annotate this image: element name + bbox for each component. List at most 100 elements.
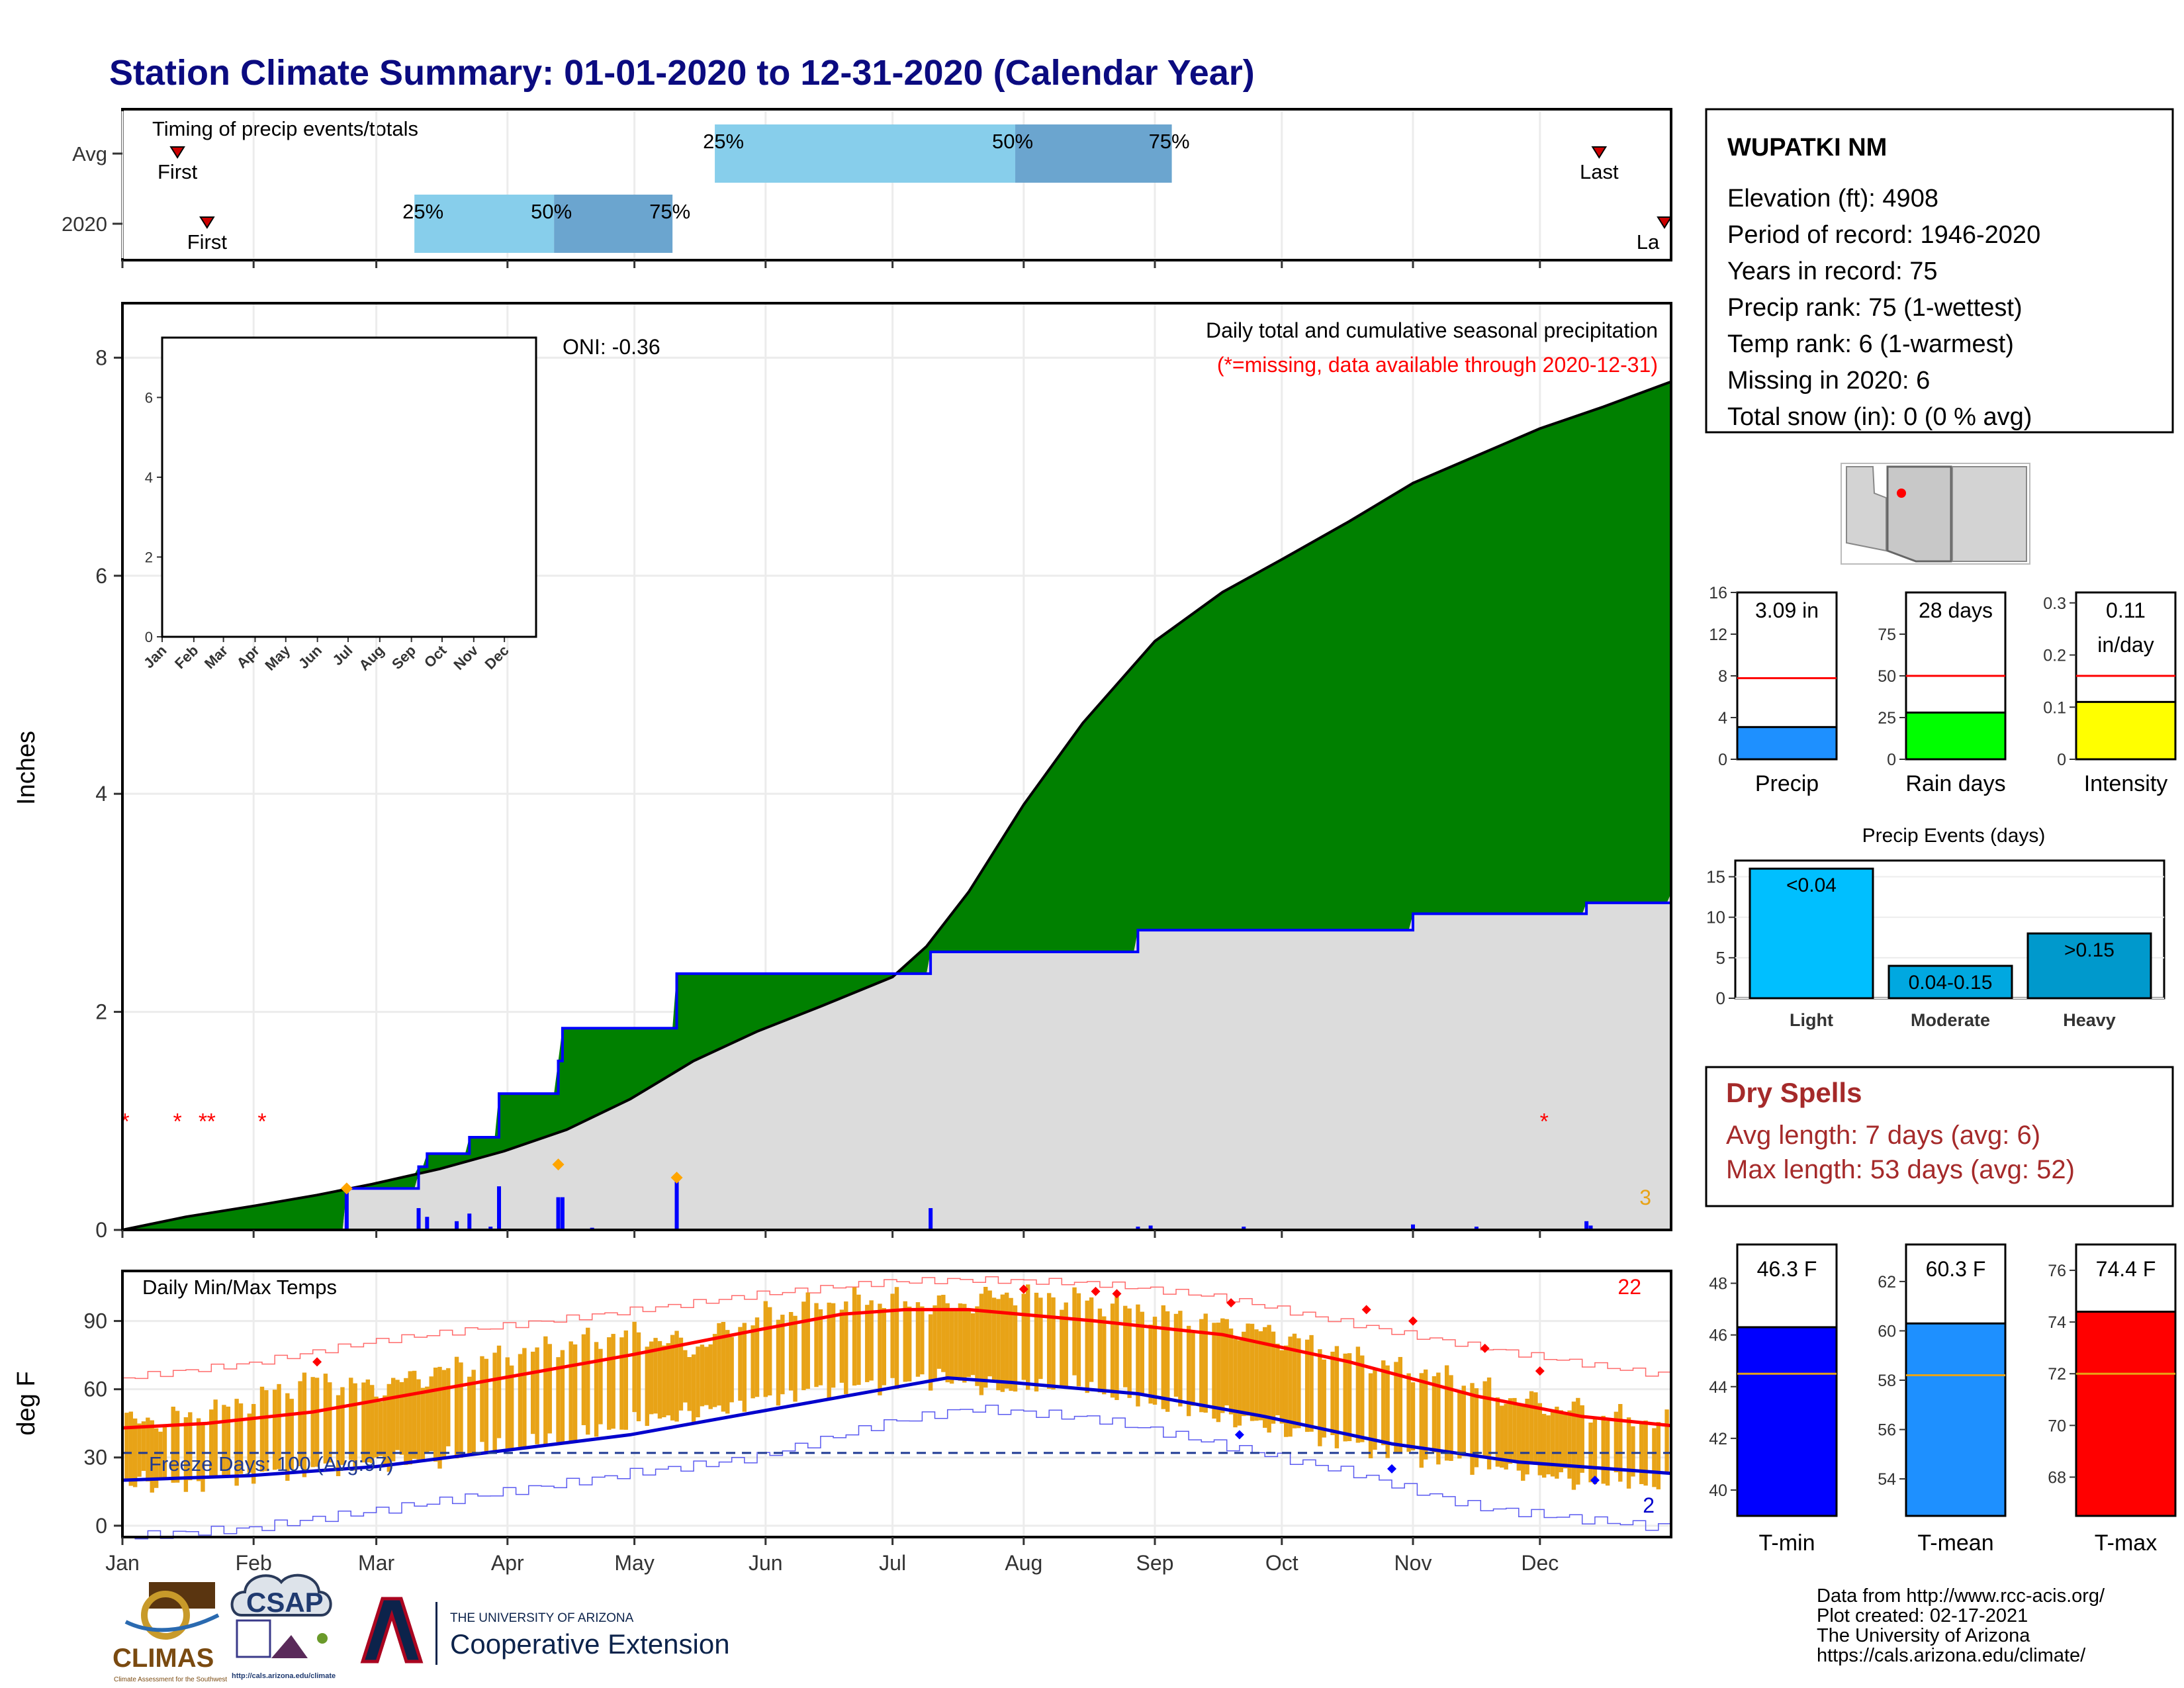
daily-temp-bar (441, 1370, 447, 1459)
daily-temp-bar (941, 1295, 946, 1372)
daily-temp-bar (751, 1325, 755, 1399)
ua-logo-main: Cooperative Extension (450, 1628, 730, 1660)
daily-temp-bar (962, 1303, 967, 1383)
daily-temp-bar (738, 1327, 743, 1401)
credit-line-4: https://cals.arizona.edu/climate/ (1817, 1645, 2086, 1666)
csap-cloud (230, 1573, 332, 1617)
temp-gauge-label: T-max (2095, 1530, 2157, 1556)
daily-temp-bar (535, 1347, 539, 1444)
daily-temp-bar (1406, 1373, 1411, 1452)
gauge-label: Intensity (2084, 771, 2168, 796)
gauge-value-bar (1736, 726, 1838, 761)
record-high-marker (1226, 1298, 1236, 1308)
temp-gauge-y-tick-label: 48 (1709, 1275, 1727, 1293)
daily-temp-bar (717, 1323, 721, 1406)
daily-temp-bar (137, 1423, 142, 1477)
temp-gauge-y-tick-label: 46 (1709, 1327, 1727, 1345)
csap-logo[interactable]: CSAP http://cals.arizona.edu/climate (230, 1573, 336, 1680)
heavy-event-diamond (670, 1171, 683, 1184)
daily-temp-bar (1148, 1325, 1153, 1404)
daily-temp-bar (1525, 1398, 1529, 1475)
daily-temp-bar (234, 1399, 239, 1486)
events-bar-label: >0.15 (2064, 939, 2115, 961)
climas-logo[interactable]: CLIMAS Climate Assessment for the Southw… (113, 1582, 227, 1683)
precip-y-tick-label: 4 (95, 782, 107, 806)
record-high-marker (1112, 1289, 1122, 1299)
daily-temp-bar (518, 1354, 523, 1447)
daily-temp-bar (560, 1350, 565, 1442)
daily-temp-bar (365, 1379, 371, 1463)
daily-temp-bar (404, 1378, 408, 1466)
daily-temp-bar (492, 1352, 497, 1451)
timing-pct-25: 25% (402, 200, 443, 223)
daily-temp-bar (298, 1381, 302, 1467)
daily-temp-bar (370, 1385, 375, 1464)
temp-gauge-y-tick-label: 62 (1878, 1273, 1896, 1291)
events-category-label: Light (1790, 1010, 1833, 1030)
dry-spells-title: Dry Spells (1726, 1077, 1862, 1108)
map-neighbor-state (1846, 466, 1887, 552)
daily-temp-bar (729, 1336, 734, 1403)
university-of-arizona-logo[interactable]: THE UNIVERSITY OF ARIZONA Cooperative Ex… (360, 1597, 730, 1665)
timing-title: Timing of precip events/totals (152, 117, 418, 140)
daily-temp-bar (416, 1379, 421, 1460)
daily-temp-bar (949, 1309, 954, 1384)
daily-temp-bar (683, 1350, 688, 1403)
heavy-event-diamond (552, 1158, 565, 1171)
events-title: Precip Events (days) (1862, 825, 2046, 847)
daily-temp-bar (1110, 1303, 1115, 1398)
daily-temp-bar (572, 1344, 578, 1442)
events-y-tick-label: 15 (1706, 867, 1725, 886)
timing-pct-75: 75% (649, 200, 690, 223)
daily-temp-bar (543, 1336, 548, 1446)
daily-temp-bar (1652, 1428, 1657, 1487)
daily-temp-bar (975, 1306, 979, 1386)
precip-subtitle: (*=missing, data available through 2020-… (1217, 353, 1658, 377)
record-high-marker (1019, 1284, 1028, 1294)
daily-temp-bar (674, 1331, 679, 1422)
gauge-y-tick-label: 12 (1709, 626, 1727, 644)
record-high-marker (1535, 1366, 1545, 1376)
daily-temp-bar (1186, 1325, 1191, 1417)
daily-temp-bar (162, 1424, 167, 1479)
daily-temp-bar (349, 1378, 353, 1460)
precip-y-tick-label: 8 (95, 346, 107, 369)
missing-data-marker: * (1540, 1109, 1549, 1134)
daily-temp-bar (247, 1413, 252, 1473)
month-label: Aug (1005, 1551, 1042, 1575)
daily-temp-bar (530, 1351, 535, 1434)
daily-precip-bar (674, 1175, 679, 1230)
daily-temp-bar (1216, 1323, 1221, 1423)
daily-temp-bar (1072, 1287, 1077, 1376)
daily-temp-bar (1046, 1293, 1052, 1389)
daily-precip-bar (560, 1197, 565, 1230)
daily-temp-bar (662, 1345, 666, 1418)
gauge-y-tick-label: 4 (1718, 709, 1727, 727)
station-frame (1705, 108, 2174, 434)
daily-temp-bar (1237, 1340, 1242, 1426)
daily-temp-bar (383, 1395, 387, 1466)
daily-temp-bar (678, 1337, 684, 1411)
daily-temp-bar (1140, 1311, 1145, 1396)
record-max-envelope (122, 1276, 1672, 1380)
daily-temp-bar (1541, 1413, 1547, 1478)
daily-temp-bar (222, 1405, 226, 1477)
inset-y-tick-label: 4 (145, 469, 153, 486)
daily-temp-bar (696, 1346, 700, 1418)
daily-temp-bar (1115, 1296, 1119, 1401)
daily-temp-bar (213, 1399, 218, 1477)
daily-temp-bar (378, 1401, 383, 1456)
daily-temp-bar (1521, 1405, 1525, 1481)
first-marker (199, 216, 215, 229)
daily-temp-bar (505, 1357, 510, 1449)
daily-temp-bar (1203, 1313, 1208, 1413)
ua-divider (435, 1602, 437, 1665)
missing-data-marker: * (207, 1109, 216, 1134)
precip-frame (121, 302, 1672, 1231)
record-low-count: 2 (1643, 1493, 1655, 1517)
data-credits: Data from http://www.rcc-acis.org/ Plot … (1817, 1585, 2105, 1666)
timing-pct-75: 75% (1149, 130, 1190, 153)
temp-gauge-value-label: 74.4 F (2096, 1257, 2156, 1281)
